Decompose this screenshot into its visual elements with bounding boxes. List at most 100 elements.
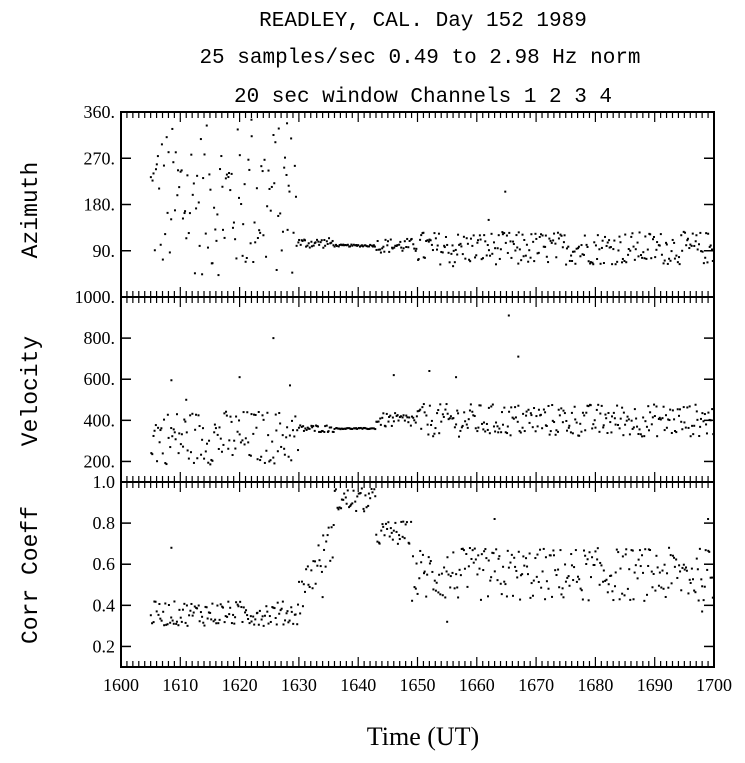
velocity-point [573, 405, 576, 408]
velocity-point [336, 427, 339, 430]
corr_coeff-point [638, 549, 641, 552]
azimuth-point [678, 256, 681, 259]
azimuth-point [362, 245, 365, 248]
corr_coeff-point [229, 606, 232, 609]
velocity-point [266, 411, 269, 414]
azimuth-point [219, 168, 222, 171]
velocity-point [337, 427, 340, 430]
corr_coeff-point [472, 561, 475, 564]
velocity-point [177, 452, 180, 455]
azimuth-point [283, 166, 286, 169]
velocity-point [288, 434, 291, 437]
corr_coeff-point [441, 594, 444, 597]
velocity-point [465, 423, 468, 426]
azimuth-point [515, 234, 518, 237]
velocity-point [296, 429, 299, 432]
azimuth-point [589, 262, 592, 265]
velocity-point [509, 434, 512, 437]
corr_coeff-point [356, 495, 359, 498]
velocity-point [557, 408, 560, 411]
velocity-point [392, 420, 395, 423]
azimuth-point [583, 234, 586, 237]
velocity-point [610, 431, 613, 434]
corr_coeff-point [530, 582, 533, 585]
corr_coeff-point [331, 556, 334, 559]
azimuth-point [633, 258, 636, 261]
velocity-point [244, 437, 247, 440]
corr_coeff-point [252, 615, 255, 618]
velocity-point [385, 412, 388, 415]
azimuth-point [381, 247, 384, 250]
corr_coeff-point [491, 551, 494, 554]
velocity-point [184, 420, 187, 423]
azimuth-point [608, 239, 611, 242]
corr_coeff-point [408, 542, 411, 545]
velocity-point [234, 447, 237, 450]
corr_coeff-point [349, 504, 352, 507]
velocity-point [534, 430, 537, 433]
corr_coeff-point [350, 503, 353, 506]
corr_coeff-point [363, 510, 366, 513]
corr_coeff-point [246, 614, 249, 617]
corr_coeff-point [445, 570, 448, 573]
azimuth-point [487, 249, 490, 252]
corr_coeff-point [470, 557, 473, 560]
corr_coeff-point [711, 596, 714, 599]
corr_coeff-point [402, 520, 405, 523]
corr_coeff-point [421, 553, 424, 556]
corr_coeff-point [594, 550, 597, 553]
corr_coeff-point [344, 496, 347, 499]
corr_coeff-point [290, 606, 293, 609]
azimuth-point [660, 253, 663, 256]
velocity-point [455, 423, 458, 426]
azimuth-point [483, 234, 486, 237]
azimuth-point [447, 251, 450, 254]
azimuth-point [155, 163, 158, 166]
azimuth-point [280, 249, 283, 252]
velocity-point [272, 337, 275, 340]
velocity-point [446, 412, 449, 415]
azimuth-point [630, 235, 633, 238]
velocity-point [533, 407, 536, 410]
corr_coeff-point [490, 576, 493, 579]
azimuth-point [618, 235, 621, 238]
velocity-point [214, 427, 217, 430]
velocity-point [402, 414, 405, 417]
corr_coeff-point [647, 548, 650, 551]
azimuth-point [654, 256, 657, 259]
velocity-point [175, 413, 178, 416]
azimuth-point [601, 239, 604, 242]
corr_coeff-point [507, 566, 510, 569]
azimuth-point [627, 253, 630, 256]
azimuth-point [596, 234, 599, 237]
corr_coeff-point [202, 621, 205, 624]
velocity-point [254, 413, 257, 416]
corr_coeff-point [519, 574, 522, 577]
azimuth-point [196, 174, 199, 177]
velocity-point [370, 427, 373, 430]
corr_coeff-point [206, 617, 209, 620]
corr_coeff-point [300, 580, 303, 583]
azimuth-point [156, 155, 159, 158]
velocity-point [364, 427, 367, 430]
velocity-y-tick-label: 200. [84, 451, 116, 471]
velocity-point [247, 441, 250, 444]
azimuth-point [559, 233, 562, 236]
velocity-point [673, 418, 676, 421]
azimuth-point [231, 226, 234, 229]
corr_coeff-point [493, 518, 496, 520]
velocity-point [302, 429, 305, 432]
corr_coeff-point [227, 600, 230, 603]
velocity-point [699, 425, 702, 428]
corr_coeff-point [431, 570, 434, 573]
velocity-point [635, 417, 638, 420]
corr_coeff-point [523, 564, 526, 567]
velocity-point [657, 418, 660, 421]
corr_coeff-point [534, 557, 537, 560]
velocity-point [630, 419, 633, 422]
corr_coeff-point [572, 579, 575, 582]
velocity-point [238, 376, 241, 379]
azimuth-point [504, 190, 507, 193]
azimuth-point [471, 244, 474, 247]
velocity-point [312, 425, 315, 428]
